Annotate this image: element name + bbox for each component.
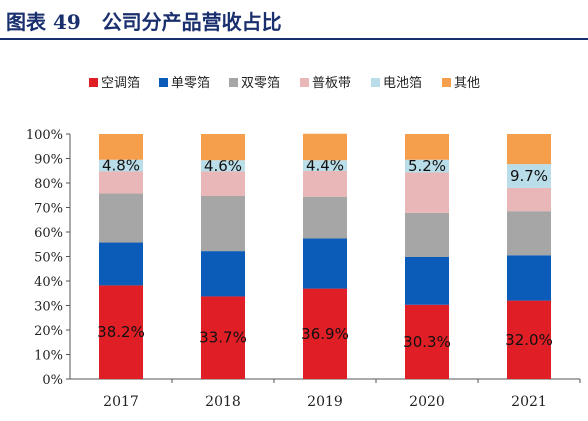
bar-2019-series-3 [303,170,347,197]
legend-swatch-0 [89,78,98,87]
y-tick-label-1: 10% [34,349,63,364]
legend-swatch-3 [300,78,309,87]
bar-2020-series-4 [405,159,449,173]
figure-number: 图表 49 [6,10,81,34]
y-tick-label-10: 100% [26,128,63,143]
legend-label-3: 普板带 [312,76,351,91]
y-tick-label-5: 50% [34,251,63,266]
figure-title: 公司分产品营收占比 [101,10,282,34]
x-tick-label-2: 2019 [307,394,343,410]
bar-2021-series-2 [507,211,551,256]
bar-2021-series-5 [507,134,551,165]
x-tick-label-3: 2020 [409,394,445,410]
data-label-2019-series-4: 4.4% [306,157,344,175]
bar-2018-series-2 [201,195,245,252]
y-tick-label-8: 80% [34,177,63,192]
legend-swatch-5 [442,78,451,87]
legend-swatch-4 [371,78,380,87]
bar-2018-series-1 [201,251,245,297]
x-tick-label-4: 2021 [511,394,547,410]
bar-2019-series-4 [303,160,347,171]
bar-2018-series-5 [201,134,245,161]
bar-2017-series-1 [99,242,143,286]
data-label-2021-series-0: 32.0% [505,331,553,349]
data-label-2019-series-0: 36.9% [301,325,349,343]
legend-swatch-2 [229,78,238,87]
chart-title: 图表 49 公司分产品营收占比 [6,6,282,35]
title-bar: 图表 49 公司分产品营收占比 [0,0,588,40]
bar-2017-series-0 [99,285,143,379]
y-tick-label-9: 90% [34,153,63,168]
data-label-2018-series-0: 33.7% [199,329,247,347]
legend-label-5: 其他 [454,76,480,91]
bar-2019-series-0 [303,288,347,379]
data-label-2018-series-4: 4.6% [204,157,242,175]
y-tick-label-6: 60% [34,226,63,241]
bar-2018-series-4 [201,160,245,172]
x-tick-label-1: 2018 [205,394,241,410]
bar-2021-series-3 [507,187,551,212]
bar-2019-series-5 [303,133,347,161]
bar-2018-series-0 [201,296,245,379]
bar-2021-series-4 [507,164,551,188]
y-tick-label-7: 70% [34,202,63,217]
y-tick-label-2: 20% [34,324,63,339]
bar-2021-series-1 [507,255,551,301]
bar-2017-series-2 [99,193,143,243]
legend-label-0: 空调箔 [101,75,140,91]
legend-label-1: 单零箔 [171,75,210,91]
x-tick-label-0: 2017 [103,394,139,410]
data-label-2020-series-4: 5.2% [408,157,446,175]
bar-2021-series-0 [507,300,551,379]
bar-2020-series-3 [405,172,449,213]
data-label-2021-series-4: 9.7% [510,167,548,185]
bar-2020-series-2 [405,212,449,257]
bar-2020-series-0 [405,304,449,379]
bar-2020-series-1 [405,256,449,305]
bar-2017-series-3 [99,171,143,194]
bar-2019-series-1 [303,238,347,289]
legend-label-2: 双零箔 [241,75,280,91]
data-label-2020-series-0: 30.3% [403,333,451,351]
bar-2017-series-5 [99,134,143,160]
bar-2019-series-2 [303,196,347,239]
title-rule [0,38,588,40]
y-tick-label-0: 0% [42,373,63,388]
data-label-2017-series-4: 4.8% [102,157,140,175]
bar-2017-series-4 [99,159,143,172]
legend-swatch-1 [159,78,168,87]
stacked-bar-chart: 空调箔 单零箔 双零箔 普板带 电池箔 其他 0% 10% 20% 30% 40% 50% 60% 70%… [26,75,581,410]
y-tick-label-3: 30% [34,300,63,315]
bar-2020-series-5 [405,134,449,160]
y-tick-label-4: 40% [34,275,63,290]
data-label-2017-series-0: 38.2% [97,323,145,341]
bar-2018-series-3 [201,171,245,196]
legend-label-4: 电池箔 [383,75,422,91]
